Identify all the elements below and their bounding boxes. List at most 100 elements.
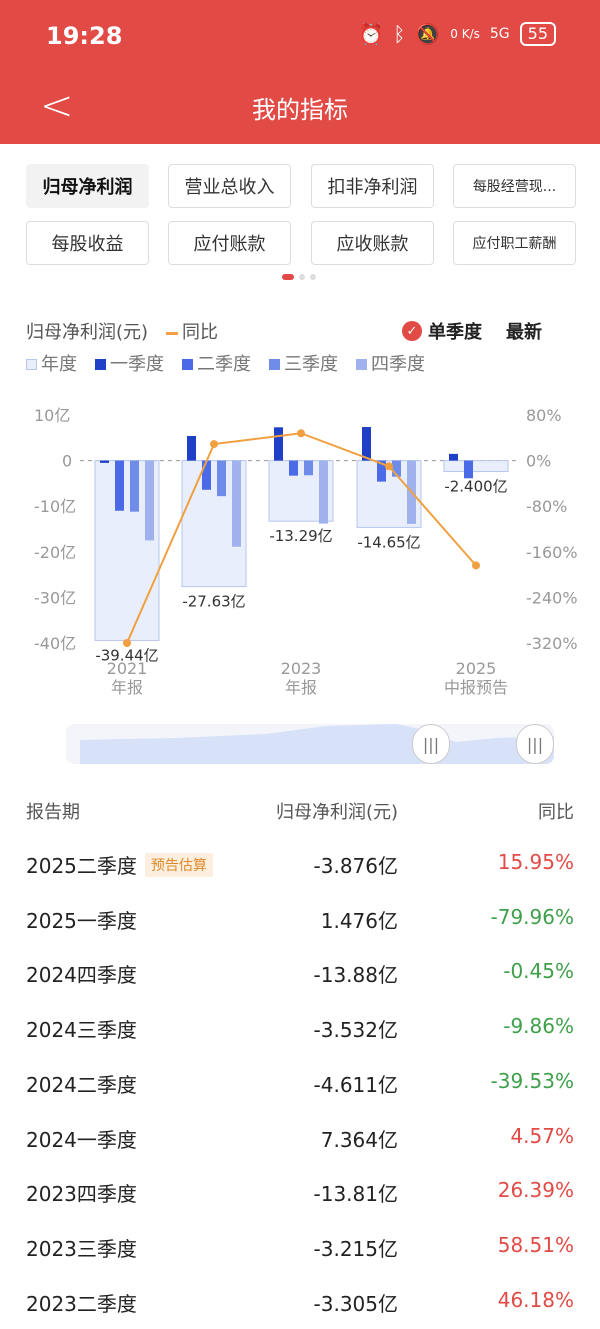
table-row[interactable]: 2024三季度 -3.532亿 -9.86% [26, 1014, 574, 1044]
row-yoy: -79.96% [490, 904, 574, 929]
row-period: 2023二季度 [26, 1291, 137, 1316]
annual-value-label: -14.65亿 [357, 533, 420, 551]
tab-payroll-payable[interactable]: 应付职工薪酬 [453, 221, 576, 265]
range-slider[interactable] [66, 724, 554, 764]
legend-q3[interactable]: 三季度 [269, 350, 338, 376]
page-dot [299, 274, 305, 280]
table-row[interactable]: 2025二季度 预告估算 -3.876亿 15.95% [26, 850, 574, 880]
table-row[interactable]: 2024四季度 -13.88亿 -0.45% [26, 959, 574, 989]
yoy-line-icon [166, 331, 179, 335]
row-period: 2024三季度 [26, 1018, 137, 1043]
nav-bar: < 我的指标 [0, 72, 600, 144]
right-axis-tick: -240% [526, 588, 578, 607]
chart-legend-series: 年度 一季度 二季度 三季度 四季度 [26, 350, 425, 376]
quarter-bar [464, 460, 473, 479]
latest-button[interactable]: 最新 [506, 322, 542, 343]
quarter-bar [319, 460, 328, 524]
quarter-bar [217, 460, 226, 497]
row-yoy: -9.86% [503, 1014, 574, 1039]
right-axis-tick: -160% [526, 543, 578, 562]
row-value: -13.88亿 [313, 963, 398, 988]
left-axis-tick: 0 [62, 452, 72, 471]
x-axis-type: 中报预告 [444, 678, 508, 697]
bluetooth-icon: ᛒ [393, 22, 406, 46]
left-axis-tick: -10亿 [34, 497, 76, 516]
right-axis-tick: -320% [526, 634, 578, 653]
quarter-bar [274, 427, 283, 461]
forecast-badge: 预告估算 [144, 853, 213, 877]
quarter-bar [187, 435, 196, 461]
status-time: 19:28 [46, 22, 123, 50]
single-quarter-label: 单季度 [428, 322, 482, 343]
single-quarter-toggle[interactable]: ✓ 单季度 [402, 318, 482, 344]
net-speed: 0 K/s [450, 27, 480, 41]
col-period: 报告期 [26, 802, 80, 823]
tab-revenue[interactable]: 营业总收入 [168, 164, 291, 208]
col-yoy: 同比 [538, 802, 574, 823]
legend-q4[interactable]: 四季度 [356, 350, 425, 376]
legend-q2[interactable]: 二季度 [182, 350, 251, 376]
row-value: -4.611亿 [313, 1072, 398, 1097]
tab-eps[interactable]: 每股收益 [26, 221, 149, 265]
page-dot [310, 274, 316, 280]
table-row[interactable]: 2024二季度 -4.611亿 -39.53% [26, 1069, 574, 1099]
tab-deducted-profit[interactable]: 扣非净利润 [311, 164, 434, 208]
quarter-bar [100, 460, 109, 463]
signal-icon: 5G [489, 26, 510, 42]
row-value: 7.364亿 [320, 1127, 398, 1152]
x-axis-type: 年报 [285, 678, 317, 697]
quarter-bar [289, 460, 298, 476]
tab-accounts-receivable[interactable]: 应收账款 [311, 221, 434, 265]
left-axis-tick: -20亿 [34, 543, 76, 562]
mute-icon: 🔕 [415, 22, 441, 46]
yoy-point [123, 639, 131, 647]
quarter-bar [202, 460, 211, 490]
row-period: 2023三季度 [26, 1236, 137, 1261]
yoy-label: 同比 [182, 322, 219, 343]
row-value: 1.476亿 [320, 908, 398, 933]
slider-preview [80, 724, 554, 764]
row-yoy: 26.39% [497, 1178, 574, 1203]
row-value: -3.305亿 [313, 1291, 398, 1316]
legend-annual[interactable]: 年度 [26, 350, 77, 376]
table-row[interactable]: 2023四季度 -13.81亿 26.39% [26, 1178, 574, 1208]
slider-left-handle[interactable]: ||| [412, 724, 450, 764]
col-value: 归母净利润(元) [275, 802, 398, 823]
net-profit-chart[interactable]: 10亿 0 -10亿 -20亿 -30亿 -40亿 80% 0% -80% -160% -240% -… [0, 390, 600, 710]
tab-accounts-payable[interactable]: 应付账款 [168, 221, 291, 265]
quarter-bar [377, 460, 386, 482]
quarter-bar [304, 460, 313, 476]
quarter-bar [449, 453, 458, 461]
quarter-bar [392, 460, 401, 477]
tab-operating-cash-per-share[interactable]: 每股经营现... [453, 164, 576, 208]
quarter-bar [145, 460, 154, 541]
status-icons: ⏰ ᛒ 🔕 0 K/s 5G 55 [358, 22, 556, 46]
tab-net-profit[interactable]: 归母净利润 [26, 164, 149, 208]
table-row[interactable]: 2023二季度 -3.305亿 46.18% [26, 1288, 574, 1318]
legend-q1[interactable]: 一季度 [95, 350, 164, 376]
row-value: -3.876亿 [313, 854, 398, 878]
row-period: 2024一季度 [26, 1127, 137, 1152]
table-row[interactable]: 2025一季度 1.476亿 -79.96% [26, 905, 574, 935]
x-axis-type: 年报 [111, 678, 143, 697]
x-axis-year: 2023 [281, 659, 322, 678]
back-arrow-icon[interactable]: < [40, 83, 74, 129]
table-row[interactable]: 2024一季度 7.364亿 4.57% [26, 1124, 574, 1154]
slider-right-handle[interactable]: ||| [516, 724, 554, 764]
quarter-bar [232, 460, 241, 547]
quarter-bar [130, 460, 139, 512]
x-axis-year: 2021 [107, 659, 148, 678]
chart-legend-main: 归母净利润(元) 同比 [26, 318, 218, 344]
row-value: -3.215亿 [313, 1236, 398, 1261]
row-period: 2024二季度 [26, 1072, 137, 1097]
annual-value-label: -2.400亿 [444, 478, 507, 496]
metric-label: 归母净利润(元) [26, 322, 149, 343]
table-row[interactable]: 2023三季度 -3.215亿 58.51% [26, 1233, 574, 1263]
page-dot-active [282, 274, 294, 280]
left-axis-tick: -40亿 [34, 634, 76, 653]
annual-value-label: -39.44亿 [95, 646, 158, 664]
check-icon: ✓ [402, 321, 422, 341]
row-yoy: 46.18% [497, 1287, 574, 1312]
status-bar: 19:28 ⏰ ᛒ 🔕 0 K/s 5G 55 [0, 0, 600, 72]
row-yoy: 4.57% [510, 1123, 574, 1148]
